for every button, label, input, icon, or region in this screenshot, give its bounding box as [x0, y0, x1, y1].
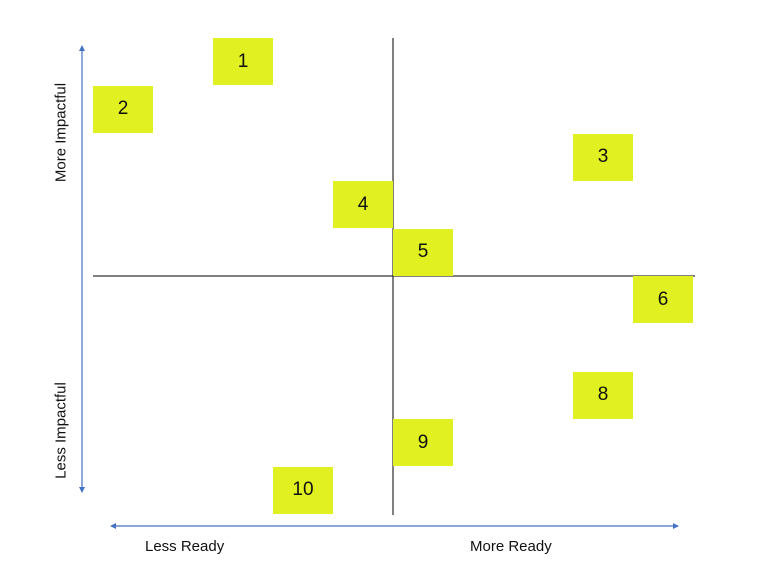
item-box-9: 9	[393, 419, 453, 467]
item-box-1: 1	[213, 38, 273, 86]
item-box-2: 2	[93, 85, 153, 133]
less-impactful-label: Less Impactful	[52, 382, 70, 479]
more-ready-label: More Ready	[470, 538, 552, 555]
item-box-4: 4	[333, 181, 393, 229]
more-impactful-label: More Impactful	[52, 82, 70, 183]
less-ready-label: Less Ready	[145, 538, 225, 555]
item-box-5: 5	[393, 228, 453, 276]
item-box-8: 8	[573, 371, 633, 419]
item-box-10: 10	[273, 466, 333, 514]
item-box-6: 6	[633, 276, 693, 324]
item-box-3: 3	[573, 133, 633, 181]
